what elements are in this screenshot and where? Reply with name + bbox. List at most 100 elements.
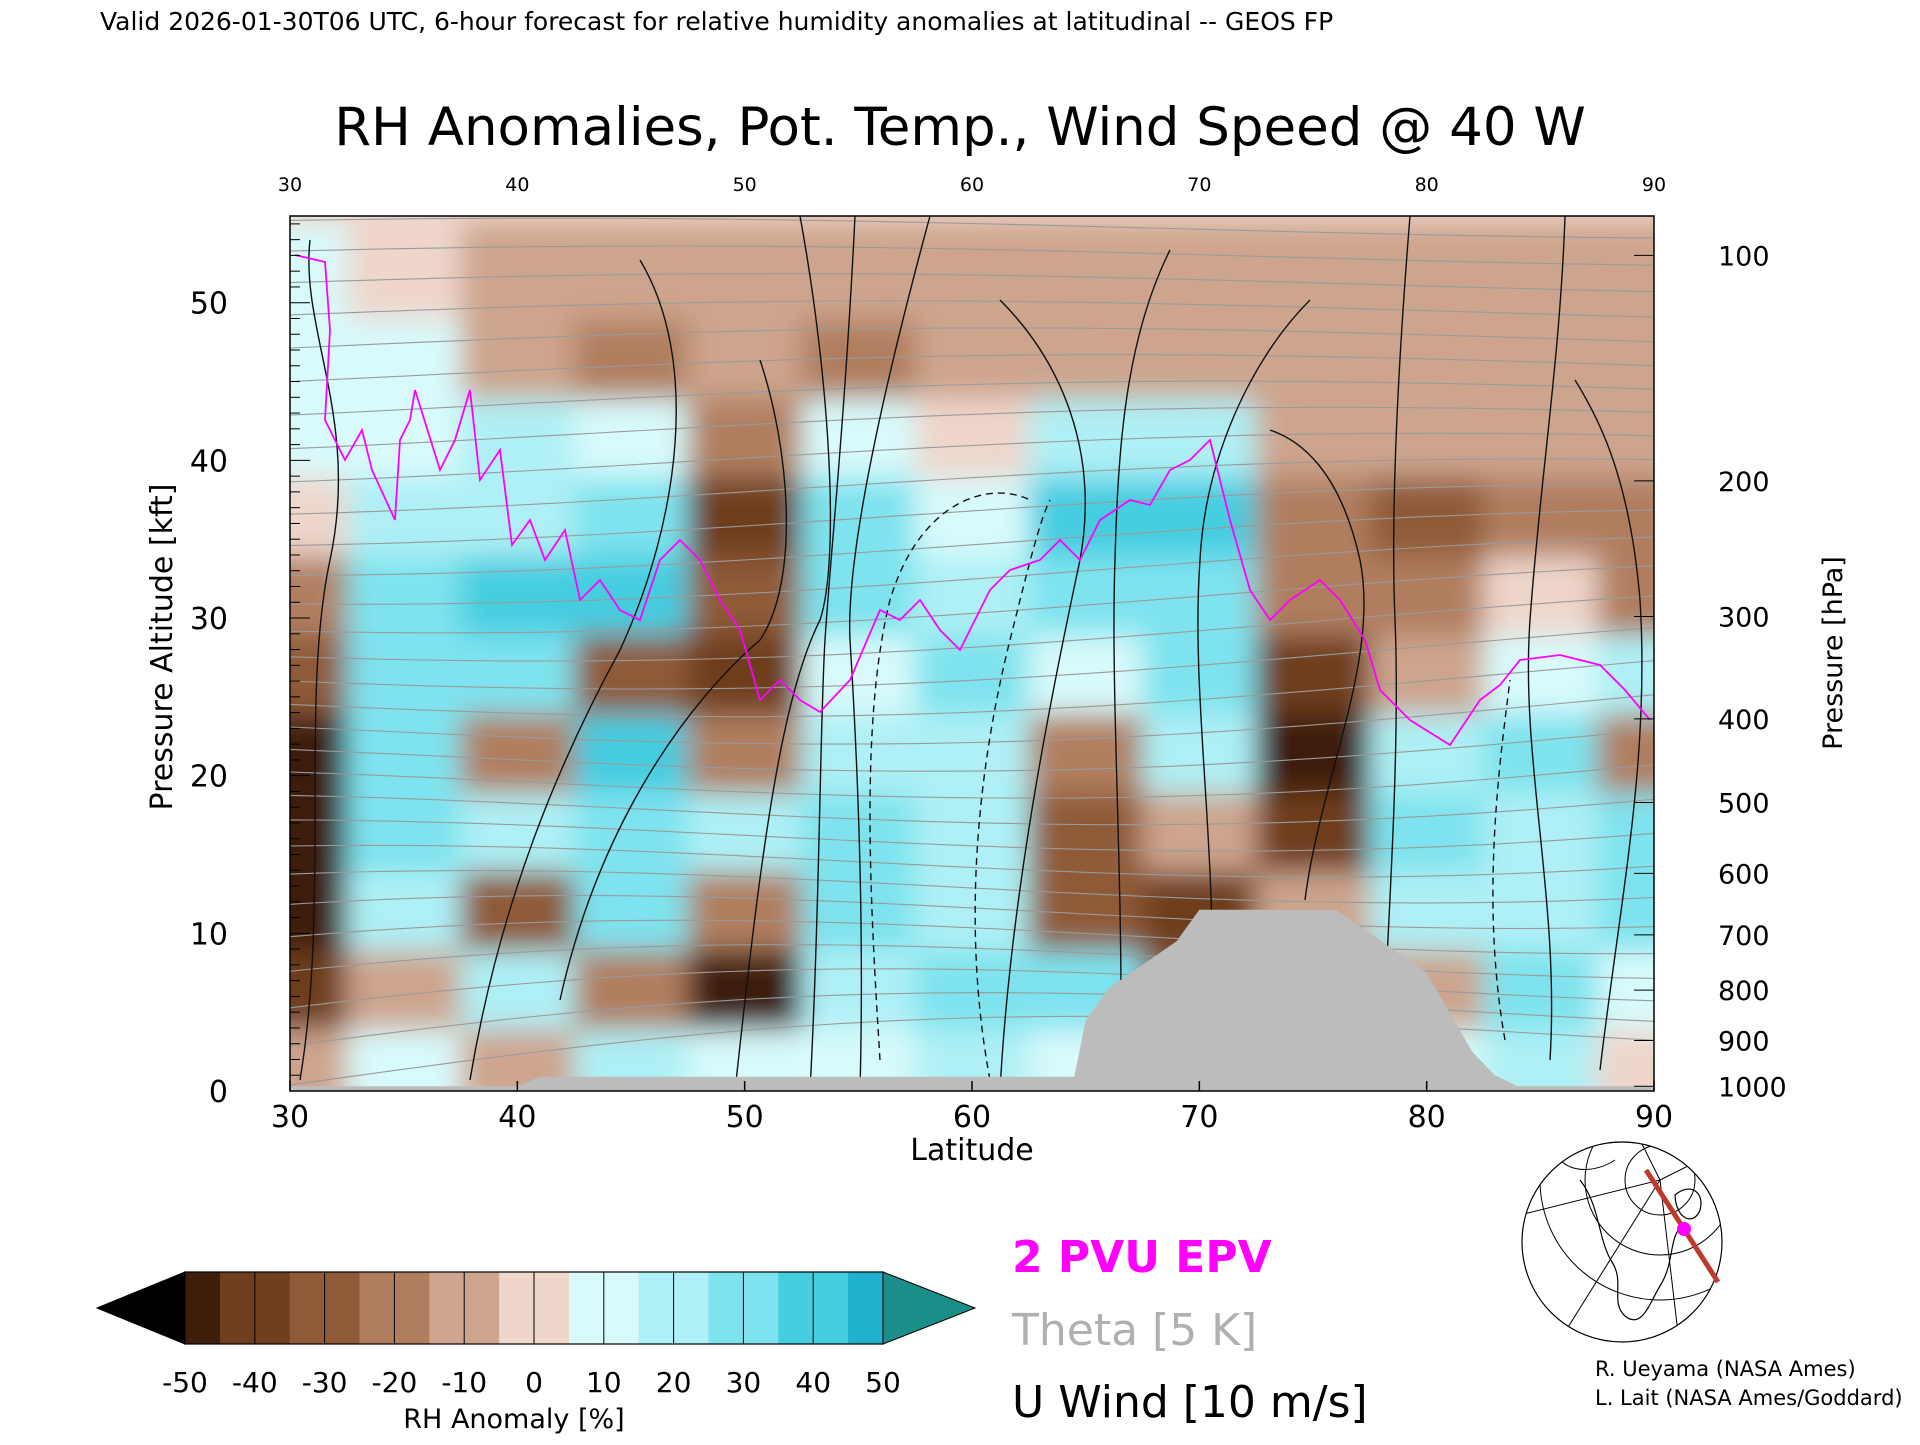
u-wind-contour-negative	[1492, 679, 1511, 1041]
theta-contour	[290, 819, 1654, 852]
x-axis-bottom: 30 40 50 60 70 80 90	[271, 1081, 1673, 1135]
colorbar-swatch	[638, 1272, 675, 1344]
rh-cell	[1256, 222, 1371, 321]
theta-contour	[290, 354, 1654, 383]
y-axis-right-label: Pressure [hPa]	[1818, 556, 1849, 750]
y-axis-right: 100 200 300 400 500 600 700 800 900 1000	[1634, 241, 1787, 1103]
topography-mask	[290, 909, 1654, 1091]
y-right-tick-label: 400	[1718, 705, 1770, 736]
theta-contour	[290, 273, 1654, 293]
x-top-tick-label: 30	[278, 174, 302, 196]
theta-contours	[290, 217, 1654, 1086]
colorbar-tick-label: 0	[525, 1366, 543, 1399]
inset-locator-map	[1521, 1141, 1723, 1343]
theta-contour	[290, 245, 1654, 266]
x-tick-label: 50	[726, 1100, 764, 1135]
theta-contour	[290, 944, 1654, 979]
theta-contour	[290, 728, 1654, 772]
theta-contour	[290, 660, 1654, 718]
x-tick-label: 70	[1180, 1100, 1218, 1135]
theta-contour	[290, 694, 1654, 745]
epv-line	[294, 254, 1651, 747]
colorbar-swatch	[778, 1272, 814, 1344]
y-right-tick-label: 300	[1718, 602, 1770, 633]
u-wind-contour	[1113, 249, 1171, 1091]
legend-epv: 2 PVU EPV	[1012, 1232, 1272, 1283]
u-wind-contour	[1574, 379, 1643, 1071]
y-right-tick-label: 600	[1718, 859, 1770, 890]
y-axis-left: 0 10 20 30 40 50	[190, 223, 310, 1110]
y-right-tick-label: 500	[1718, 788, 1770, 819]
y-left-tick-label: 10	[190, 917, 228, 952]
y-left-tick-label: 20	[190, 760, 228, 795]
x-top-tick-label: 90	[1642, 174, 1666, 196]
colorbar-swatch	[429, 1272, 465, 1344]
colorbar-tick-label: -50	[162, 1366, 208, 1399]
y-right-tick-label: 200	[1718, 467, 1770, 498]
u-wind-contour	[1269, 429, 1365, 901]
x-tick-label: 40	[498, 1100, 536, 1135]
rh-cell	[1483, 222, 1599, 321]
colorbar-swatch	[603, 1272, 640, 1344]
legend: 2 PVU EPV Theta [5 K] U Wind [10 m/s]	[1011, 1232, 1368, 1428]
theta-contour	[290, 536, 1654, 605]
y-axis-left-label: Pressure Altitude [kft]	[145, 484, 180, 811]
rh-cell	[687, 222, 803, 321]
u-wind-contour	[848, 216, 931, 1091]
theta-contour	[290, 919, 1654, 955]
colorbar-swatch	[185, 1272, 221, 1344]
colorbar-tick-label: -40	[232, 1366, 278, 1399]
colorbar-swatch	[359, 1272, 395, 1344]
colorbar-tick-label: 30	[726, 1366, 762, 1399]
legend-u-wind: U Wind [10 m/s]	[1012, 1377, 1368, 1428]
colorbar-tick-label: -20	[372, 1366, 418, 1399]
inset-greenland	[1674, 1188, 1702, 1220]
x-tick-label: 90	[1635, 1100, 1673, 1135]
x-tick-label: 80	[1408, 1100, 1446, 1135]
u-wind-contour	[559, 359, 788, 1001]
u-wind-contour	[809, 216, 856, 1091]
rh-cell	[460, 222, 576, 321]
u-wind-contour	[1527, 216, 1566, 1061]
x-top-tick-label: 80	[1415, 174, 1439, 196]
credit-line-1: R. Ueyama (NASA Ames)	[1595, 1357, 1856, 1381]
colorbar-swatch	[324, 1272, 360, 1344]
y-left-tick-label: 0	[209, 1075, 228, 1110]
rh-cell	[1028, 222, 1144, 321]
inset-location-marker	[1677, 1222, 1691, 1236]
u-wind-contour	[999, 299, 1086, 1091]
theta-contour	[290, 406, 1654, 450]
colorbar-label: RH Anomaly [%]	[403, 1404, 624, 1435]
legend-theta: Theta [5 K]	[1011, 1305, 1257, 1356]
y-left-tick-label: 40	[190, 444, 228, 479]
colorbar-swatch	[464, 1272, 500, 1344]
credit-line-2: L. Lait (NASA Ames/Goddard)	[1595, 1386, 1903, 1410]
rh-cell	[1597, 222, 1654, 321]
inset-map-disc	[1521, 1141, 1723, 1343]
rh-cell	[346, 222, 462, 321]
x-top-tick-label: 60	[960, 174, 984, 196]
colorbar-swatch	[499, 1272, 535, 1344]
y-left-tick-label: 30	[190, 602, 228, 637]
y-right-tick-label: 800	[1718, 976, 1770, 1007]
colorbar-swatch	[254, 1272, 291, 1344]
theta-contour	[290, 300, 1654, 318]
colorbar: -50 -40 -30 -20 -10 0 10 20 30 40 50	[95, 1271, 977, 1399]
x-top-tick-label: 50	[733, 174, 757, 196]
chart-title: RH Anomalies, Pot. Temp., Wind Speed @ 4…	[334, 97, 1586, 158]
x-axis-label: Latitude	[910, 1133, 1033, 1168]
plot-area: 30 40 50 60 70 80 90 30 40 50 60 70 80 90 0 10 20 30 40 5…	[190, 174, 1787, 1135]
u-wind-contour-negative	[974, 499, 1051, 1081]
theta-contour	[290, 217, 1654, 239]
x-top-tick-label: 40	[505, 174, 529, 196]
u-wind-contour	[1379, 216, 1411, 1091]
colorbar-swatch	[534, 1272, 570, 1344]
colorbar-swatch	[813, 1272, 849, 1344]
rh-cell	[915, 222, 1030, 321]
theta-contour	[290, 595, 1654, 662]
theta-contour	[290, 794, 1654, 826]
colorbar-swatch	[568, 1272, 605, 1344]
colorbar-tick-label: 20	[656, 1366, 692, 1399]
x-top-tick-label: 70	[1187, 174, 1211, 196]
theta-contour	[290, 565, 1654, 634]
